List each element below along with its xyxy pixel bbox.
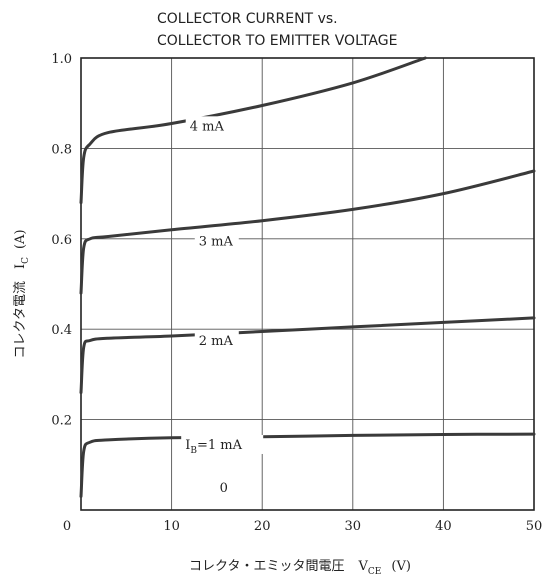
series-line bbox=[79, 56, 427, 205]
x-tick-label: 50 bbox=[526, 519, 543, 534]
y-axis-label-main: コレクタ電流 bbox=[13, 281, 28, 358]
curve-label: 2 mA bbox=[199, 334, 234, 349]
x-axis-label-main: コレクタ・エミッタ間電圧 bbox=[189, 559, 344, 574]
x-axis-label-unit: (V) bbox=[391, 559, 411, 574]
y-tick-labels: 0.2 0.4 0.6 0.8 1.0 bbox=[51, 52, 72, 429]
x-tick-label: 10 bbox=[163, 519, 180, 534]
curve-label-backdrop bbox=[185, 116, 230, 136]
y-axis-label: コレクタ電流 IC (A) bbox=[13, 229, 31, 358]
x-tick-label: 20 bbox=[254, 519, 271, 534]
curve-label-subscript: B bbox=[190, 446, 197, 456]
title-line-1: COLLECTOR CURRENT vs. bbox=[157, 11, 338, 27]
series-curves bbox=[79, 56, 536, 498]
x-axis-label-subscript: CE bbox=[368, 567, 381, 577]
curve-label-backdrop bbox=[194, 231, 239, 251]
series-line bbox=[79, 169, 536, 295]
x-axis-label-symbol: V bbox=[358, 559, 369, 574]
curve-label-backdrop bbox=[181, 434, 264, 454]
curve-label: IB=1 mA bbox=[185, 438, 242, 456]
x-tick-labels: 0 10 20 30 40 50 bbox=[63, 519, 542, 534]
y-tick-label: 0.2 bbox=[51, 414, 72, 429]
curve-label-backdrop bbox=[194, 331, 239, 351]
x-tick-label: 0 bbox=[63, 519, 71, 534]
curve-label-backdrop bbox=[215, 477, 236, 497]
title-line-2: COLLECTOR TO EMITTER VOLTAGE bbox=[157, 33, 397, 49]
x-tick-label: 30 bbox=[345, 519, 362, 534]
curve-label-text: =1 mA bbox=[197, 438, 243, 453]
curve-label: 0 bbox=[220, 481, 228, 496]
y-tick-label: 1.0 bbox=[51, 52, 72, 67]
y-axis-label-subscript: C bbox=[21, 257, 31, 264]
curve-label: 4 mA bbox=[190, 119, 225, 134]
curve-labels: 4 mA 3 mA 2 mA IB=1 mA 0 bbox=[181, 116, 264, 497]
series-line bbox=[79, 432, 536, 498]
curve-label-prefix: I bbox=[185, 438, 190, 453]
y-tick-label: 0.8 bbox=[51, 142, 72, 157]
curve-label: 3 mA bbox=[199, 235, 234, 250]
y-tick-label: 0.6 bbox=[51, 233, 72, 248]
y-axis-label-symbol: I bbox=[13, 264, 28, 269]
x-tick-label: 40 bbox=[435, 519, 452, 534]
title-block: COLLECTOR CURRENT vs. COLLECTOR TO EMITT… bbox=[157, 11, 397, 49]
y-axis-label-unit: (A) bbox=[13, 229, 28, 249]
y-tick-label: 0.4 bbox=[51, 323, 72, 338]
x-axis-label: コレクタ・エミッタ間電圧 VCE (V) bbox=[189, 559, 411, 577]
